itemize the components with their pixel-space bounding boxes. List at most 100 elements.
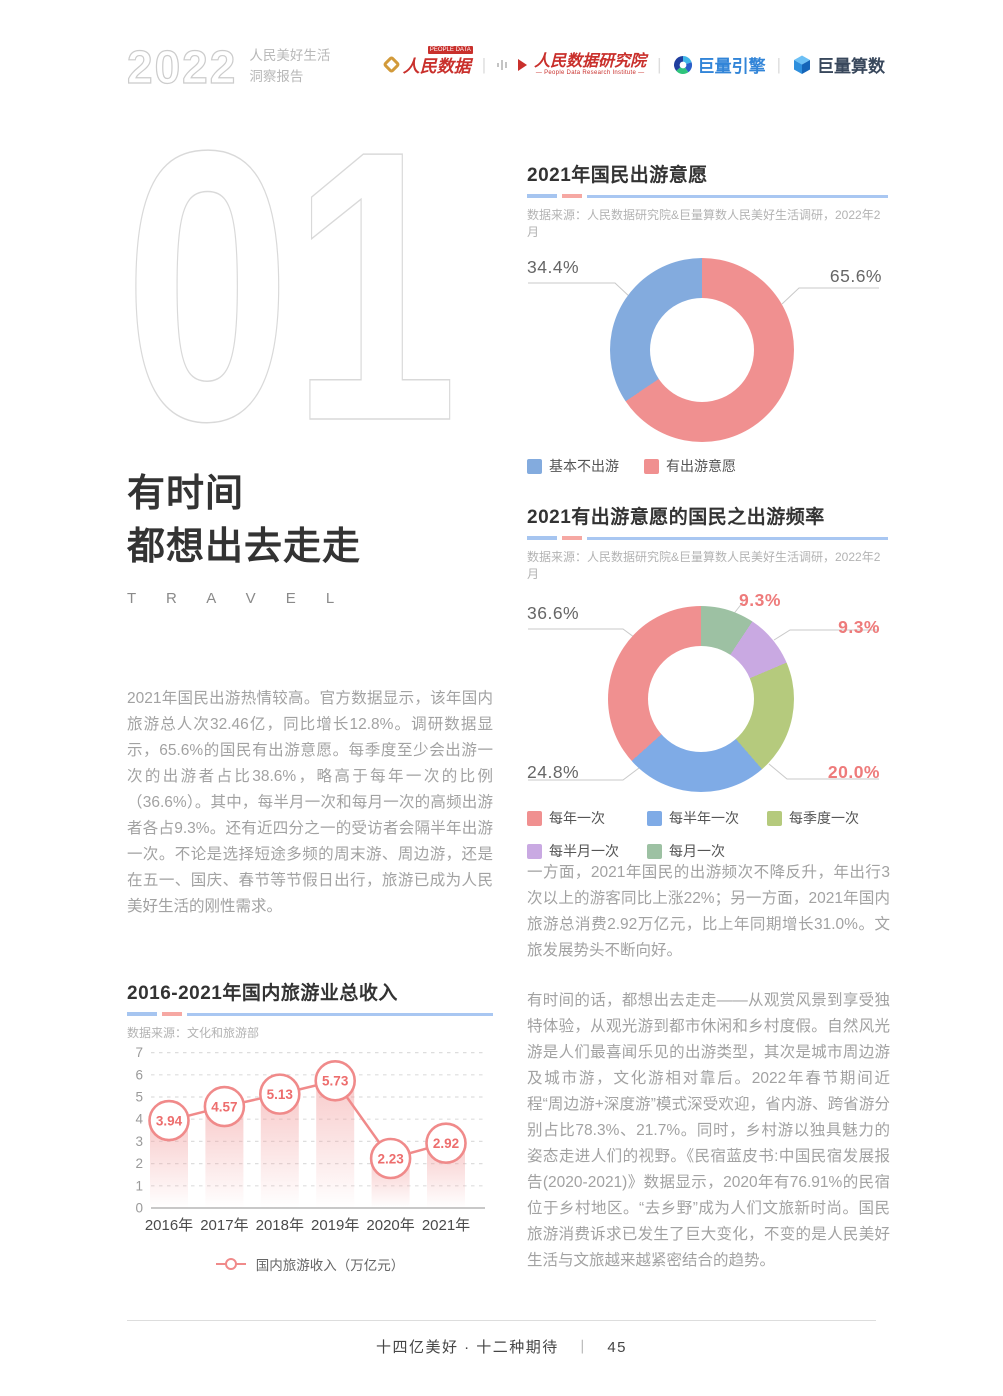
data-point xyxy=(425,1122,467,1164)
legend-item: 有出游意愿 xyxy=(644,456,736,476)
legend-label: 每月一次 xyxy=(669,843,725,859)
brand-subtitle: 人民美好生活 洞察报告 xyxy=(249,46,330,88)
legend-item: 每年一次 xyxy=(527,808,647,828)
donut-willingness xyxy=(610,258,794,442)
people-data-badge: PEOPLE DATA xyxy=(427,46,473,54)
data-point-value: 2.92 xyxy=(433,1136,459,1151)
waveform-icon xyxy=(497,59,508,70)
logo-people-data-label: 人民数据 xyxy=(402,57,471,76)
pct-label-willing: 65.6% xyxy=(829,266,882,286)
legend-label: 每季度一次 xyxy=(789,810,859,826)
title-underline xyxy=(527,536,888,540)
pinwheel-icon xyxy=(673,55,692,74)
data-point xyxy=(259,1073,301,1115)
data-point-value: 3.94 xyxy=(156,1113,183,1128)
legend-label: 基本不出游 xyxy=(549,458,619,474)
footer-separator: 丨 xyxy=(574,1339,592,1356)
legend-item: 每季度一次 xyxy=(767,808,888,828)
pct-label-not-travel: 34.4% xyxy=(527,257,580,277)
y-tick-label: 4 xyxy=(135,1112,143,1127)
legend-label: 每半年一次 xyxy=(669,810,739,826)
logo-ocean-engine-label: 巨量引擎 xyxy=(697,57,766,76)
page-footer: 十四亿美好 · 十二种期待丨 45 xyxy=(127,1320,876,1357)
page-header: 2022 人民美好生活 洞察报告 人民数据 PEOPLE DATA | 人民数据… xyxy=(126,41,885,93)
data-point-value: 4.57 xyxy=(211,1099,237,1114)
revenue-line-chart-svg: 0 1 2 3 4 5 6 7 3.94 4.57 5.13 5.73 2.23 2.92 2016年 201… xyxy=(135,1045,485,1234)
section-title-line1: 有时间 xyxy=(127,473,245,515)
x-tick-label: 2021年 xyxy=(422,1217,470,1234)
brand-subtitle-line1: 人民美好生活 xyxy=(249,48,331,64)
logo-divider: | xyxy=(657,54,662,74)
brand-year: 2022 xyxy=(126,41,238,93)
data-point xyxy=(314,1059,356,1102)
line-legend-label: 国内旅游收入（万亿元） xyxy=(255,1258,405,1273)
pct-label-quarterly: 20.0% xyxy=(827,762,880,782)
logo-research-label: 人民数据研究院 xyxy=(534,52,647,70)
chart-title: 2021年国民出游意愿 xyxy=(527,165,708,186)
chart-source: 数据来源：人民数据研究院&巨量算数人民美好生活调研，2022年2月 xyxy=(527,550,881,581)
logo-research-tagline: — People Data Research Institute — xyxy=(535,70,645,77)
section-title: 有时间 都想出去走走 xyxy=(127,468,361,574)
arrow-play-icon xyxy=(518,58,528,71)
logo-people-data-research: 人民数据研究院 — People Data Research Institute… xyxy=(518,52,647,77)
logo-divider: | xyxy=(481,54,487,74)
chart-source: 数据来源：人民数据研究院&巨量算数人民美好生活调研，2022年2月 xyxy=(527,208,881,239)
chart-title: 2021有出游意愿的国民之出游频率 xyxy=(527,507,825,528)
y-tick-label: 7 xyxy=(135,1047,143,1060)
pct-label-yearly: 36.6% xyxy=(527,603,580,623)
donut-area: 34.4% 65.6% xyxy=(527,252,888,444)
report-brand: 2022 人民美好生活 洞察报告 xyxy=(126,41,330,93)
data-point-value: 5.73 xyxy=(322,1074,349,1089)
legend-item: 基本不出游 xyxy=(527,456,619,476)
x-tick-label: 2016年 xyxy=(145,1217,193,1234)
legend-item: 每半月一次 xyxy=(527,841,647,861)
chart-source: 数据来源：文化和旅游部 xyxy=(127,1026,260,1040)
data-point xyxy=(148,1099,190,1142)
line-chart-canvas: 0 1 2 3 4 5 6 7 3.94 4.57 5.13 5.73 2.23 2.92 2016年 201… xyxy=(127,1045,493,1248)
donut-area: 36.6% 9.3% 9.3% 20.0% 24.8% xyxy=(527,590,888,798)
legend-swatch xyxy=(647,810,662,826)
legend-swatch xyxy=(644,458,659,474)
chart-travel-frequency: 2021有出游意愿的国民之出游频率 数据来源：人民数据研究院&巨量算数人民美好生… xyxy=(527,502,888,861)
logo-ocean-engine: 巨量引擎 xyxy=(673,52,766,77)
legend-item: 每半年一次 xyxy=(647,808,767,828)
page-number: 45 xyxy=(607,1339,628,1356)
y-tick-label: 0 xyxy=(135,1201,143,1216)
legend-swatch xyxy=(527,810,542,826)
intro-paragraph: 2021年国民出游热情较高。官方数据显示，该年国内旅游总人次32.46亿，同比增… xyxy=(127,690,493,915)
logo-juliang-suanshu-label: 巨量算数 xyxy=(817,57,885,76)
donut-frequency xyxy=(608,606,794,792)
data-point xyxy=(369,1137,412,1180)
x-tick-label: 2019年 xyxy=(311,1217,359,1234)
cube-icon xyxy=(794,55,810,74)
legend-label: 每年一次 xyxy=(549,810,605,826)
pct-label-halfmonthly: 9.3% xyxy=(838,617,880,637)
chart-travel-willingness: 2021年国民出游意愿 数据来源：人民数据研究院&巨量算数人民美好生活调研，20… xyxy=(527,160,888,476)
legend-swatch xyxy=(767,810,782,826)
paragraph-travel-trends: 有时间的话，都想出去走走——从观赏风景到享受独特体验，从观光游到都市休闲和乡村度… xyxy=(527,992,890,1269)
y-tick-label: 3 xyxy=(135,1134,143,1149)
title-underline xyxy=(127,1012,493,1016)
legend-label: 每半月一次 xyxy=(549,843,619,859)
brand-subtitle-line2: 洞察报告 xyxy=(249,69,304,84)
logo-people-data: 人民数据 PEOPLE DATA xyxy=(382,46,473,77)
line-marker-icon xyxy=(215,1258,246,1270)
line-chart-legend: 国内旅游收入（万亿元） xyxy=(127,1254,493,1274)
section-label-en: T R A V E L xyxy=(127,590,348,607)
x-tick-label: 2018年 xyxy=(256,1217,304,1234)
section-title-line2: 都想出去走走 xyxy=(127,526,362,568)
partner-logos: 人民数据 PEOPLE DATA | 人民数据研究院 — People Data… xyxy=(382,44,885,77)
logo-juliang-suanshu: 巨量算数 xyxy=(792,52,885,77)
x-tick-label: 2017年 xyxy=(200,1217,248,1234)
footer-tagline: 十四亿美好 · 十二种期待 xyxy=(375,1339,559,1356)
legend-label: 有出游意愿 xyxy=(666,458,736,474)
logo-divider: | xyxy=(776,54,781,74)
y-tick-label: 5 xyxy=(135,1090,143,1105)
x-tick-label: 2020年 xyxy=(366,1217,414,1234)
title-underline xyxy=(527,194,888,198)
data-point xyxy=(203,1085,246,1128)
pct-label-halfyearly: 24.8% xyxy=(527,762,580,782)
chapter-number: 01 xyxy=(123,70,459,501)
chart-legend: 每年一次 每半年一次 每季度一次 每半月一次 每月一次 xyxy=(527,808,888,861)
